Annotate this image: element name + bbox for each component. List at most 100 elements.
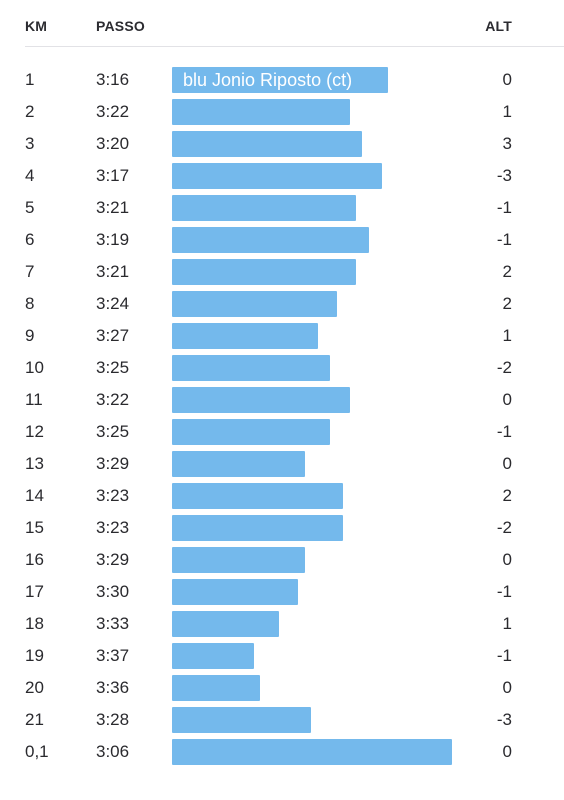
split-pace-label: 3:17: [96, 166, 130, 185]
split-km-label: 20: [25, 678, 44, 697]
split-pace-label: 3:37: [96, 646, 130, 665]
split-km-label: 14: [25, 486, 44, 505]
split-alt-label: -3: [496, 166, 512, 185]
split-alt-label: 1: [502, 614, 512, 633]
pace-bar: [172, 547, 305, 573]
pace-bar: [172, 707, 311, 733]
split-pace-label: 3:29: [96, 454, 130, 473]
split-alt-label: 1: [502, 102, 512, 121]
km-column-header: KM: [25, 18, 48, 34]
split-alt-label: 2: [502, 294, 512, 313]
split-km-label: 19: [25, 646, 44, 665]
pace-bar: [172, 291, 337, 317]
split-row: 4 3:17 -3: [0, 163, 564, 189]
bar-annotation-label: blu Jonio Riposto (ct): [183, 70, 353, 90]
split-km-label: 17: [25, 582, 44, 601]
pace-bar: [172, 675, 260, 701]
split-alt-label: -1: [496, 646, 512, 665]
split-row: 5 3:21 -1: [0, 195, 564, 221]
pace-bar: [172, 99, 350, 125]
split-row: 8 3:24 2: [0, 291, 564, 317]
split-alt-label: 3: [502, 134, 512, 153]
pace-bar: [172, 515, 343, 541]
pace-bar: [172, 451, 305, 477]
split-row: 19 3:37 -1: [0, 643, 564, 669]
split-row: 2 3:22 1: [0, 99, 564, 125]
pace-bar: [172, 387, 350, 413]
header-divider: [25, 46, 564, 47]
pace-bar: [172, 259, 356, 285]
split-row: 10 3:25 -2: [0, 355, 564, 381]
split-pace-label: 3:24: [96, 294, 130, 313]
split-pace-label: 3:19: [96, 230, 130, 249]
pace-bar: [172, 355, 330, 381]
split-pace-label: 3:22: [96, 102, 130, 121]
split-alt-label: 2: [502, 486, 512, 505]
split-km-label: 1: [25, 70, 35, 89]
split-row: 7 3:21 2: [0, 259, 564, 285]
split-alt-label: -1: [496, 230, 512, 249]
split-row: 6 3:19 -1: [0, 227, 564, 253]
split-alt-label: 0: [502, 454, 512, 473]
split-pace-label: 3:27: [96, 326, 130, 345]
split-alt-label: 1: [502, 326, 512, 345]
split-pace-label: 3:30: [96, 582, 130, 601]
split-pace-label: 3:28: [96, 710, 130, 729]
pace-column-header: PASSO: [96, 18, 145, 34]
pace-bar: [172, 195, 356, 221]
pace-bar: [172, 131, 362, 157]
split-alt-label: 0: [502, 70, 512, 89]
splits-header: KM PASSO ALT: [0, 0, 564, 46]
split-alt-label: -3: [496, 710, 512, 729]
split-km-label: 18: [25, 614, 44, 633]
split-alt-label: 0: [502, 742, 512, 761]
split-pace-label: 3:23: [96, 518, 130, 537]
split-km-label: 12: [25, 422, 44, 441]
split-pace-label: 3:23: [96, 486, 130, 505]
split-km-label: 16: [25, 550, 44, 569]
split-row: 0,1 3:06 0: [0, 739, 564, 765]
split-row: 1 3:16 blu Jonio Riposto (ct) 0: [0, 67, 564, 93]
split-row: 15 3:23 -2: [0, 515, 564, 541]
split-km-label: 8: [25, 294, 35, 313]
pace-bar: [172, 739, 452, 765]
split-pace-label: 3:21: [96, 198, 130, 217]
pace-bar: [172, 483, 343, 509]
pace-bar: [172, 163, 382, 189]
split-row: 3 3:20 3: [0, 131, 564, 157]
split-alt-label: -1: [496, 422, 512, 441]
split-km-label: 11: [25, 390, 43, 409]
split-row: 11 3:22 0: [0, 387, 564, 413]
split-alt-label: -1: [496, 198, 512, 217]
split-row: 9 3:27 1: [0, 323, 564, 349]
pace-bar: [172, 323, 318, 349]
split-km-label: 13: [25, 454, 44, 473]
split-alt-label: -2: [496, 518, 512, 537]
split-pace-label: 3:22: [96, 390, 130, 409]
split-row: 14 3:23 2: [0, 483, 564, 509]
split-km-label: 0,1: [25, 742, 49, 761]
split-km-label: 6: [25, 230, 35, 249]
split-km-label: 21: [25, 710, 44, 729]
split-km-label: 5: [25, 198, 35, 217]
split-row: 16 3:29 0: [0, 547, 564, 573]
split-row: 12 3:25 -1: [0, 419, 564, 445]
split-alt-label: 2: [502, 262, 512, 281]
pace-bar: [172, 611, 279, 637]
split-alt-label: 0: [502, 390, 512, 409]
split-km-label: 4: [25, 166, 35, 185]
split-alt-label: -1: [496, 582, 512, 601]
split-pace-label: 3:29: [96, 550, 130, 569]
pace-bar: [172, 419, 330, 445]
pace-bar: [172, 227, 369, 253]
split-alt-label: 0: [502, 678, 512, 697]
pace-bar: [172, 579, 298, 605]
split-row: 13 3:29 0: [0, 451, 564, 477]
split-row: 18 3:33 1: [0, 611, 564, 637]
split-pace-label: 3:20: [96, 134, 130, 153]
split-km-label: 7: [25, 262, 35, 281]
split-pace-label: 3:36: [96, 678, 130, 697]
split-km-label: 10: [25, 358, 44, 377]
split-pace-label: 3:25: [96, 358, 130, 377]
split-km-label: 9: [25, 326, 35, 345]
